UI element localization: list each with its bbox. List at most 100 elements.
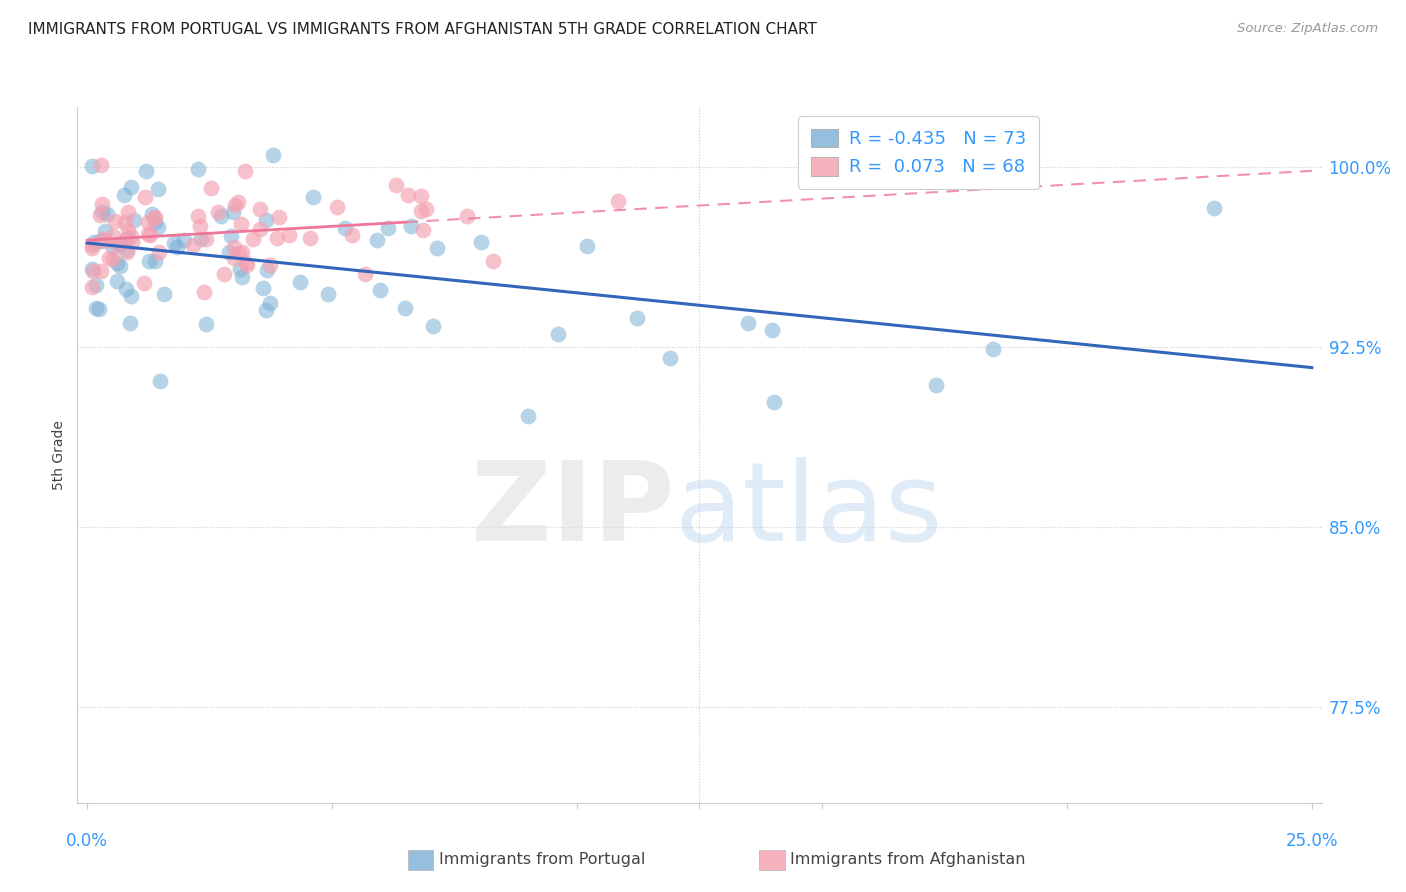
Point [136,227,159,241]
Point [384,178,406,193]
Y-axis label: 5th Grade: 5th Grade [52,420,66,490]
Point [97,251,120,265]
Point [115,245,138,260]
Point [190,232,212,246]
Point [377,221,399,235]
Text: 25.0%: 25.0% [1285,831,1339,849]
Point [187,161,209,176]
Point [181,237,204,252]
Point [254,303,277,318]
Point [94,234,117,248]
Point [252,281,274,295]
Point [762,395,785,409]
Point [118,316,141,330]
Point [626,310,648,325]
Point [259,295,281,310]
Text: IMMIGRANTS FROM PORTUGAL VS IMMIGRANTS FROM AFGHANISTAN 5TH GRADE CORRELATION CH: IMMIGRANTS FROM PORTUGAL VS IMMIGRANTS F… [28,22,817,37]
Point [235,256,257,270]
Point [226,194,249,209]
Point [288,275,311,289]
Point [117,223,139,237]
Point [89,208,111,222]
Point [399,219,422,234]
Point [188,219,211,233]
Point [80,241,103,255]
Point [90,264,112,278]
Point [89,234,111,248]
Point [318,286,340,301]
Point [143,210,166,224]
Point [120,180,142,194]
Point [219,228,242,243]
Point [148,219,170,234]
Point [153,286,176,301]
Point [658,351,681,365]
Point [607,194,630,208]
Point [340,227,363,242]
Point [148,244,170,259]
Point [120,229,142,244]
Legend: R = -0.435   N = 73, R =  0.073   N = 68: R = -0.435 N = 73, R = 0.073 N = 68 [799,116,1039,189]
Point [117,205,139,219]
Point [1202,201,1225,215]
Point [135,163,157,178]
Point [200,180,222,194]
Point [256,263,278,277]
Point [249,222,271,236]
Point [224,198,246,212]
Point [101,229,124,244]
Point [242,231,264,245]
Point [761,323,783,337]
Point [415,202,437,217]
Point [302,189,325,203]
Point [166,240,188,254]
Point [254,213,277,227]
Point [107,237,129,252]
Point [229,262,252,277]
Point [82,264,104,278]
Point [209,210,232,224]
Point [105,256,128,270]
Point [575,239,598,253]
Point [207,205,229,219]
Point [80,261,103,276]
Point [138,254,160,268]
Point [141,207,163,221]
Point [396,187,419,202]
Point [925,378,948,392]
Point [134,190,156,204]
Point [110,237,132,252]
Point [91,205,114,219]
Point [149,374,172,388]
Point [236,258,259,272]
Point [366,234,388,248]
Point [162,235,184,250]
Point [101,241,124,255]
Point [222,205,245,219]
Point [262,148,284,162]
Point [122,213,145,227]
Point [298,231,321,245]
Point [86,301,108,315]
Point [115,282,138,296]
Point [90,158,112,172]
Point [87,301,110,316]
Point [115,243,138,257]
Point [195,232,218,246]
Text: Immigrants from Portugal: Immigrants from Portugal [439,853,645,867]
Point [517,409,540,423]
Point [115,231,138,245]
Point [143,211,166,226]
Point [354,267,377,281]
Point [231,217,253,231]
Point [120,289,142,303]
Point [422,319,444,334]
Text: 0.0%: 0.0% [66,831,108,849]
Point [411,189,433,203]
Point [90,197,112,211]
Point [104,213,127,227]
Point [266,231,288,245]
Point [277,228,299,243]
Point [114,234,136,248]
Point [101,252,124,266]
